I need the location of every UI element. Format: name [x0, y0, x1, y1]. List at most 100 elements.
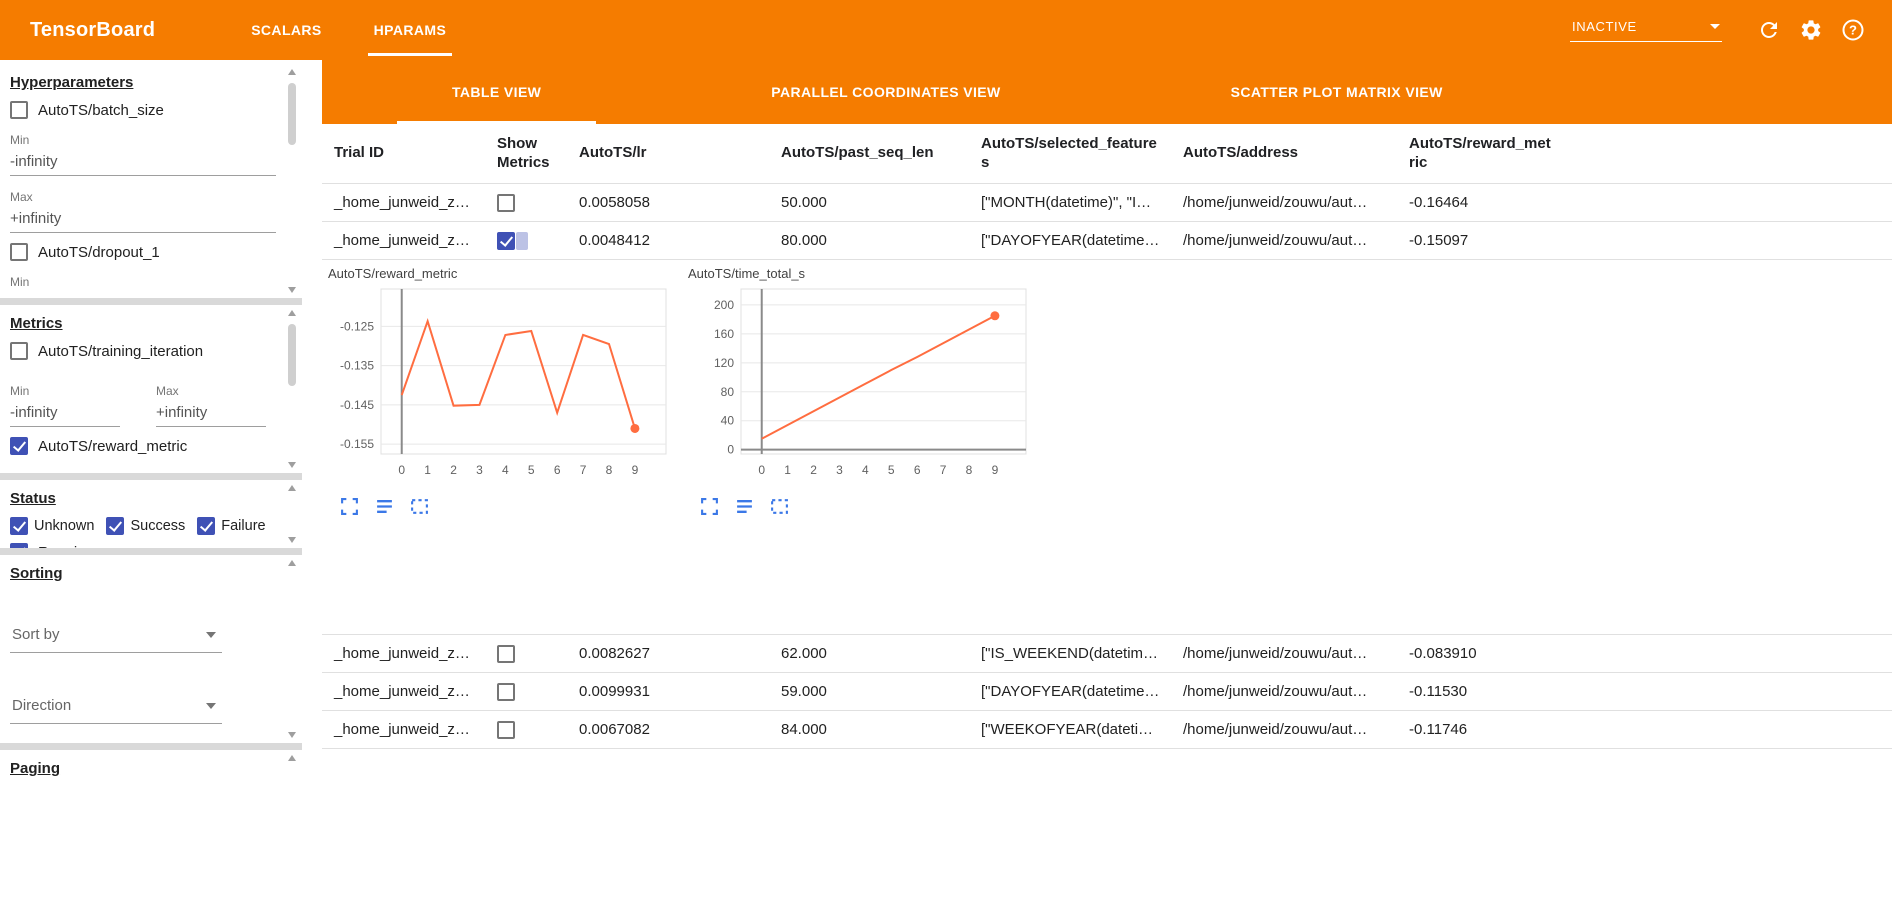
- status-checkbox-row: Unknown Success Failure: [10, 511, 276, 541]
- hyperparameters-panel: Hyperparameters AutoTS/batch_size Min Ma…: [0, 64, 302, 298]
- max-label: Max: [156, 384, 179, 398]
- show-metrics-checkbox[interactable]: [497, 720, 515, 739]
- running-checkbox[interactable]: [10, 543, 28, 548]
- metric-row-training-iteration[interactable]: AutoTS/training_iteration: [10, 342, 276, 360]
- success-checkbox[interactable]: [106, 517, 125, 535]
- cell-address: /home/junweid/zouwu/aut…: [1183, 232, 1368, 249]
- scrollbar[interactable]: [286, 755, 298, 906]
- col-trial-id: Trial ID: [334, 144, 385, 162]
- chart-data-icon[interactable]: [735, 497, 754, 516]
- scrollbar-thumb[interactable]: [288, 324, 296, 386]
- tab-scalars[interactable]: SCALARS: [251, 22, 322, 38]
- cell-lr: 0.0067082: [579, 721, 650, 738]
- page-content: Hyperparameters AutoTS/batch_size Min Ma…: [0, 60, 1892, 911]
- show-metrics-checkbox[interactable]: [497, 682, 515, 701]
- status-panel: Status Unknown Success Failure Running: [0, 480, 302, 548]
- metric-max-input[interactable]: [156, 398, 266, 427]
- col-reward-metric: AutoTS/reward_metric: [1409, 134, 1551, 171]
- status-failure[interactable]: Failure: [197, 517, 266, 535]
- show-metrics-checkbox[interactable]: [497, 231, 515, 250]
- metric-min-input[interactable]: [10, 398, 120, 427]
- svg-text:-0.155: -0.155: [340, 437, 374, 451]
- expand-chart-icon[interactable]: [700, 497, 719, 516]
- reward-metric-checkbox[interactable]: [10, 437, 28, 455]
- status-success[interactable]: Success: [106, 517, 185, 535]
- expanded-metrics-row: AutoTS/reward_metric -0.125 -0.135 -0.145-…: [322, 260, 1892, 635]
- scroll-up-icon[interactable]: [288, 755, 296, 761]
- scroll-down-icon[interactable]: [288, 287, 296, 293]
- svg-text:6: 6: [554, 463, 561, 477]
- tab-scatter-plot-matrix-view[interactable]: SCATTER PLOT MATRIX VIEW: [1230, 84, 1443, 100]
- cell-address: /home/junweid/zouwu/aut…: [1183, 194, 1368, 211]
- status-label: Running: [38, 544, 94, 549]
- reset-view-icon[interactable]: [770, 497, 789, 516]
- scroll-down-icon[interactable]: [288, 462, 296, 468]
- scrollbar[interactable]: [286, 560, 298, 738]
- batch-size-checkbox[interactable]: [10, 101, 28, 119]
- reset-view-icon[interactable]: [410, 497, 429, 516]
- dropout-1-checkbox[interactable]: [10, 243, 28, 261]
- cell-lr: 0.0048412: [579, 232, 650, 249]
- svg-text:2: 2: [810, 463, 817, 477]
- refresh-icon[interactable]: [1756, 17, 1782, 43]
- batch-size-max-input[interactable]: [10, 204, 276, 233]
- status-label: Unknown: [34, 518, 95, 534]
- cell-reward-metric: -0.15097: [1409, 232, 1469, 249]
- show-metrics-checkbox[interactable]: [497, 193, 515, 212]
- expand-chart-icon[interactable]: [340, 497, 359, 516]
- cell-lr: 0.0099931: [579, 683, 650, 700]
- tab-hparams[interactable]: HPARAMS: [348, 0, 473, 60]
- scroll-up-icon[interactable]: [288, 560, 296, 566]
- col-address: AutoTS/address: [1183, 144, 1299, 162]
- unknown-checkbox[interactable]: [10, 517, 28, 535]
- scroll-down-icon[interactable]: [288, 537, 296, 543]
- table-row: _home_junweid_z… 0.0082627 62.000 ["IS_W…: [322, 635, 1892, 673]
- line-chart: 0 40 80 120 160 200 0 1 2 3 4 5 6 7 8 9: [714, 288, 1027, 477]
- scroll-up-icon[interactable]: [288, 310, 296, 316]
- svg-text:1: 1: [784, 463, 791, 477]
- chevron-down-icon: [1710, 23, 1720, 29]
- scrollbar[interactable]: [286, 310, 298, 468]
- cell-reward-metric: -0.11530: [1409, 683, 1468, 700]
- help-icon[interactable]: ?: [1840, 17, 1866, 43]
- gear-icon[interactable]: [1798, 17, 1824, 43]
- show-metrics-checkbox[interactable]: [497, 644, 515, 663]
- svg-text:8: 8: [966, 463, 973, 477]
- direction-select[interactable]: Direction: [10, 691, 222, 724]
- svg-text:120: 120: [714, 356, 734, 370]
- svg-text:160: 160: [714, 327, 734, 341]
- svg-text:-0.135: -0.135: [340, 359, 374, 373]
- status-unknown[interactable]: Unknown: [10, 517, 94, 535]
- batch-size-min-input[interactable]: [10, 147, 276, 176]
- hparam-row-batch-size[interactable]: AutoTS/batch_size: [10, 101, 276, 119]
- cell-lr: 0.0082627: [579, 645, 650, 662]
- status-running[interactable]: Running: [10, 543, 276, 548]
- tab-table-view[interactable]: TABLE VIEW: [397, 60, 597, 124]
- scrollbar[interactable]: [286, 69, 298, 293]
- line-chart: -0.125 -0.135 -0.145 -0.155 0 1 2 3 4 5 6 7 8 9: [340, 288, 667, 477]
- svg-text:2: 2: [450, 463, 457, 477]
- metric-row-reward-metric[interactable]: AutoTS/reward_metric: [10, 437, 276, 455]
- scrollbar-thumb[interactable]: [288, 83, 296, 145]
- sort-by-select[interactable]: Sort by: [10, 620, 222, 653]
- scroll-up-icon[interactable]: [288, 485, 296, 491]
- run-status-select[interactable]: INACTIVE: [1570, 19, 1722, 42]
- table-row: _home_junweid_z… 0.0048412 80.000 ["DAYO…: [322, 222, 1892, 260]
- cell-selected-features: ["DAYOFYEAR(datetime…: [981, 683, 1160, 700]
- svg-text:9: 9: [992, 463, 999, 477]
- scroll-up-icon[interactable]: [288, 69, 296, 75]
- svg-text:5: 5: [528, 463, 535, 477]
- tab-parallel-coordinates-view[interactable]: PARALLEL COORDINATES VIEW: [771, 84, 1001, 100]
- col-show-metrics: Show Metrics: [497, 134, 550, 171]
- hparam-label: AutoTS/dropout_1: [38, 243, 160, 261]
- failure-checkbox[interactable]: [197, 517, 216, 535]
- paging-title: Paging: [10, 760, 61, 777]
- svg-text:1: 1: [424, 463, 431, 477]
- hparam-label: AutoTS/batch_size: [38, 101, 164, 119]
- training-iteration-checkbox[interactable]: [10, 342, 28, 360]
- scroll-down-icon[interactable]: [288, 732, 296, 738]
- scrollbar[interactable]: [286, 485, 298, 543]
- chart-data-icon[interactable]: [375, 497, 394, 516]
- view-tabs: TABLE VIEW PARALLEL COORDINATES VIEW SCA…: [322, 60, 1892, 124]
- hparam-row-dropout-1[interactable]: AutoTS/dropout_1: [10, 243, 276, 261]
